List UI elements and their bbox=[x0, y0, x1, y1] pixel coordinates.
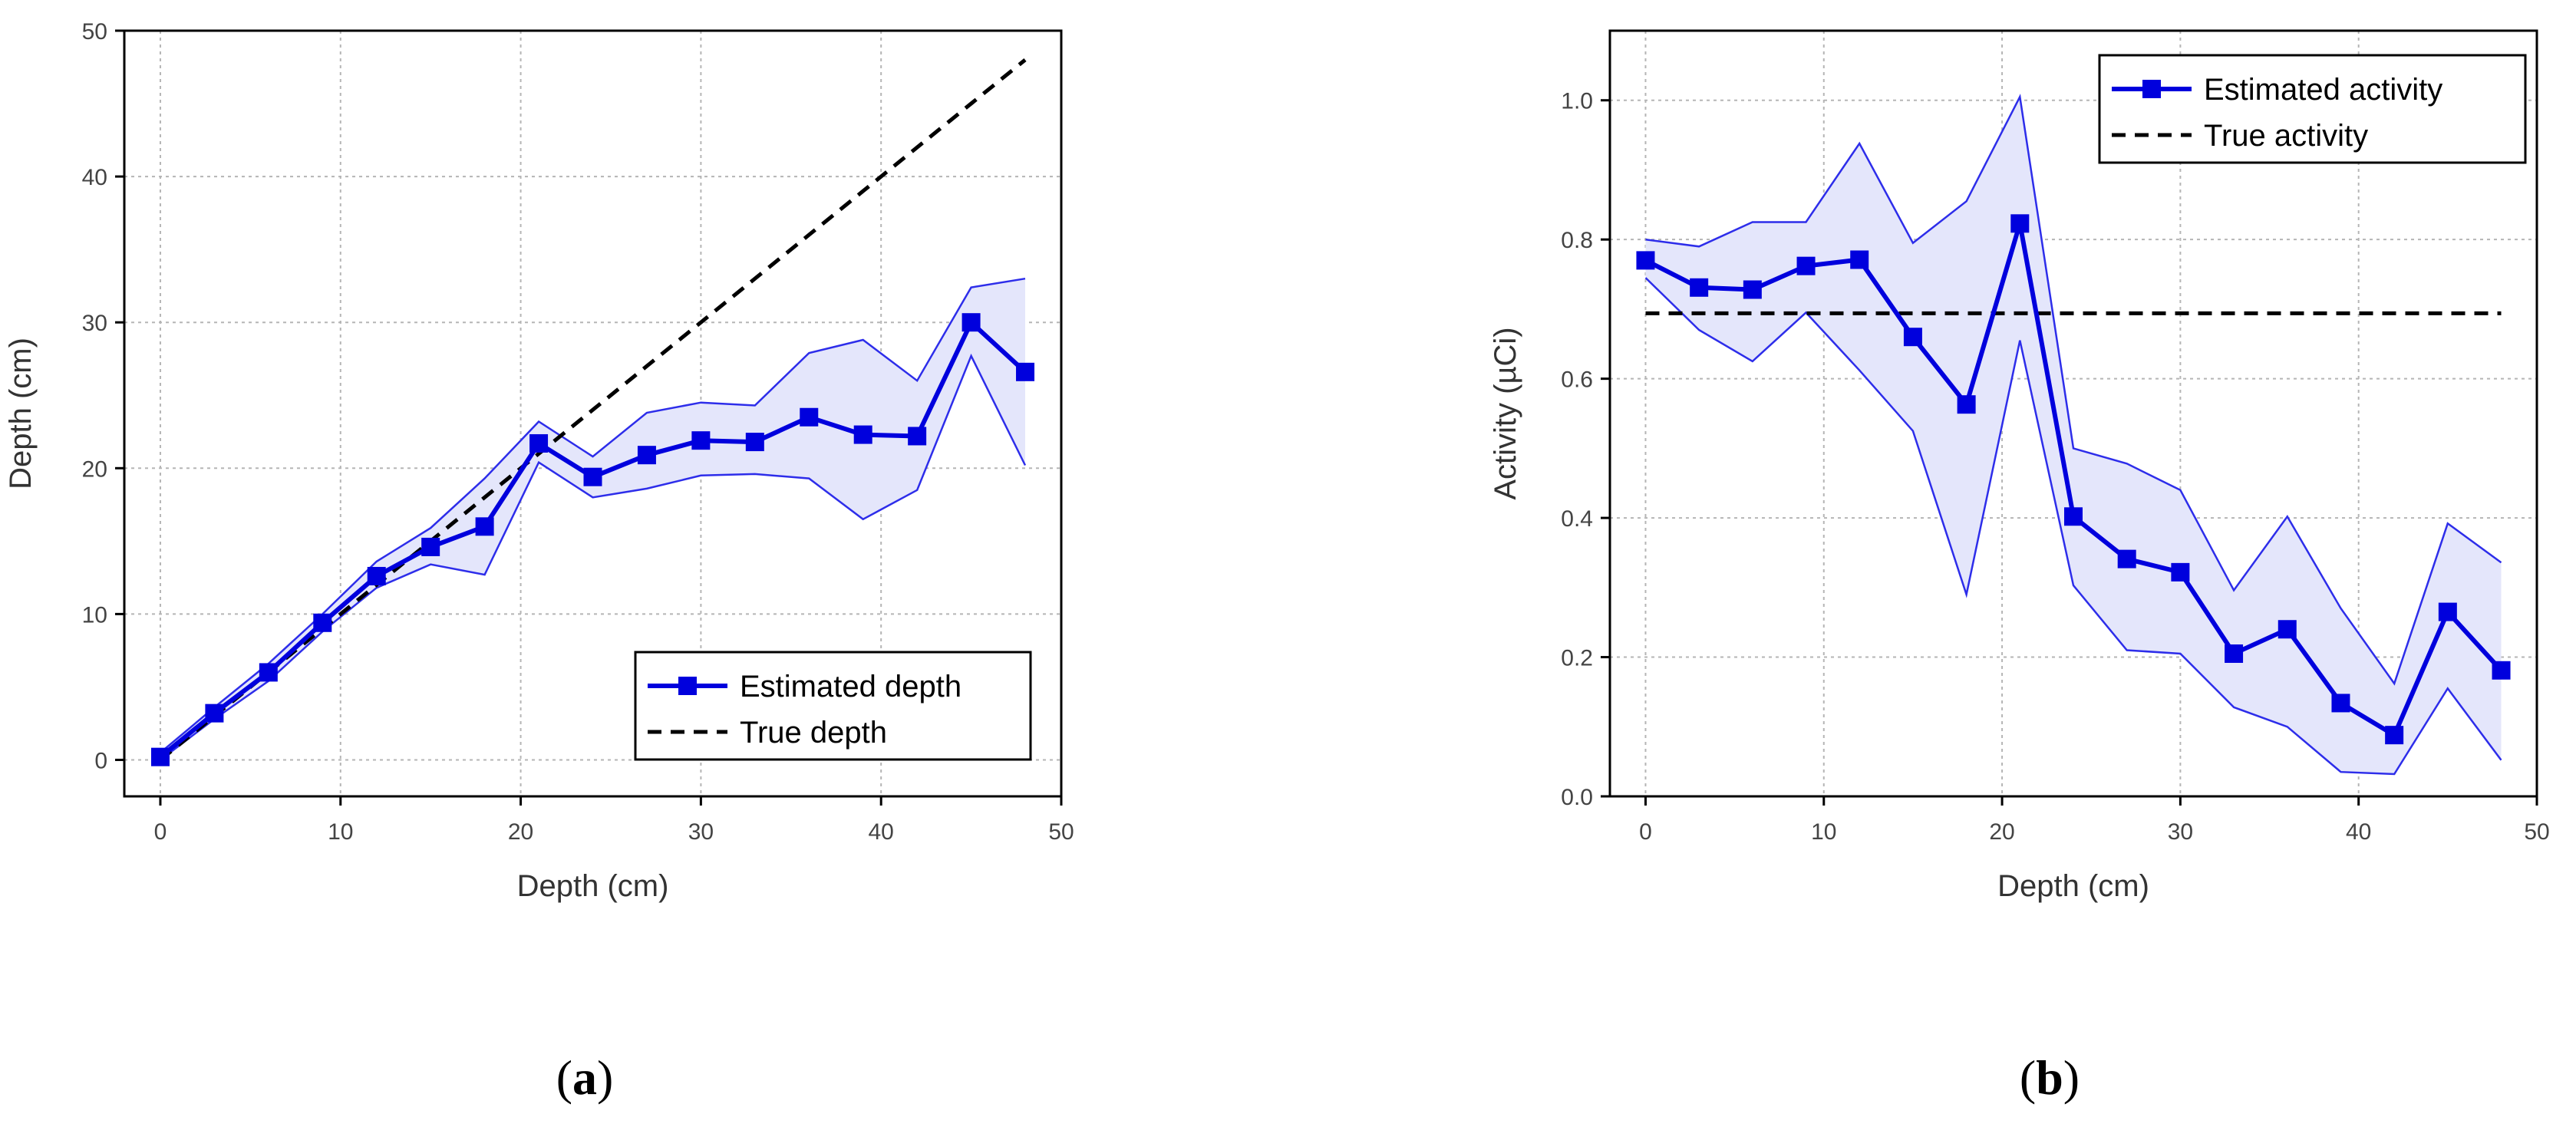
x-tick-label: 30 bbox=[688, 819, 714, 845]
panel-label-letter: b bbox=[2036, 1050, 2063, 1105]
uncertainty-band bbox=[1645, 97, 2502, 774]
estimated-point bbox=[1690, 278, 1709, 297]
estimated-point bbox=[2492, 661, 2511, 680]
y-tick-label: 40 bbox=[82, 165, 107, 190]
legend: Estimated depth True depth bbox=[634, 651, 1032, 761]
estimated-point bbox=[1796, 256, 1816, 275]
x-tick-label: 0 bbox=[154, 819, 167, 845]
y-axis-label: Activity (µCi) bbox=[1489, 327, 1522, 499]
plot-frame bbox=[123, 29, 1063, 798]
estimated-point bbox=[908, 427, 927, 446]
y-tick-label: 20 bbox=[82, 456, 107, 482]
y-tick-label: 0 bbox=[94, 748, 107, 773]
x-tick-label: 20 bbox=[508, 819, 533, 845]
y-tick-label: 0.8 bbox=[1561, 228, 1593, 253]
true-series-line bbox=[159, 58, 1027, 762]
estimated-point bbox=[259, 663, 278, 682]
y-tick-label: 50 bbox=[82, 19, 107, 44]
estimated-point bbox=[2117, 549, 2136, 568]
x-tick-label: 40 bbox=[869, 819, 894, 845]
x-axis-label: Depth (cm) bbox=[517, 869, 669, 903]
legend-estimated-marker bbox=[2142, 80, 2161, 98]
estimated-point bbox=[800, 407, 819, 427]
chart-b: 0 10 20 30 40 50 0.0 0.2 0.4 0.6 0.8 1.0 Depth (cm) A… bbox=[1489, 29, 2550, 1105]
legend: Estimated activity True activity bbox=[2098, 54, 2527, 164]
y-tick-label: 10 bbox=[82, 602, 107, 628]
x-tick-label: 50 bbox=[2524, 819, 2549, 845]
plot-frame bbox=[1608, 29, 2538, 798]
estimated-point bbox=[961, 313, 981, 332]
legend-box bbox=[2098, 54, 2527, 164]
y-axis-label: Depth (cm) bbox=[4, 338, 38, 489]
estimated-point bbox=[1016, 362, 1035, 381]
x-tick-label: 0 bbox=[1639, 819, 1652, 845]
panel-label-open: ( bbox=[2020, 1050, 2036, 1105]
estimated-point bbox=[205, 704, 224, 723]
x-tick-label: 10 bbox=[328, 819, 353, 845]
estimated-point bbox=[691, 431, 711, 450]
estimated-point bbox=[853, 425, 872, 444]
estimated-point bbox=[150, 747, 170, 766]
chart-a: 0 10 20 30 40 50 0 10 20 30 40 50 Depth (cm) Depth (c… bbox=[4, 19, 1074, 1105]
legend-true-label: True activity bbox=[2204, 119, 2368, 153]
x-tick-label: 20 bbox=[1989, 819, 2014, 845]
estimated-point bbox=[2171, 562, 2190, 582]
panel-label-letter: a bbox=[572, 1050, 597, 1105]
y-tick-label: 1.0 bbox=[1561, 89, 1593, 114]
estimated-point bbox=[421, 537, 440, 556]
estimated-point bbox=[2331, 694, 2350, 713]
estimated-point bbox=[1636, 251, 1655, 270]
band-upper-line bbox=[160, 277, 1026, 753]
estimated-point bbox=[367, 566, 386, 585]
y-tick-label: 0.2 bbox=[1561, 646, 1593, 671]
estimated-point bbox=[313, 613, 332, 632]
y-tick-label: 30 bbox=[82, 311, 107, 336]
legend-estimated-label: Estimated depth bbox=[740, 670, 961, 704]
estimated-point bbox=[529, 433, 549, 453]
estimated-point bbox=[1903, 328, 1922, 347]
estimated-point bbox=[583, 467, 602, 486]
y-tick-label: 0.6 bbox=[1561, 367, 1593, 393]
estimated-point bbox=[637, 446, 656, 465]
band-lower-line bbox=[1644, 277, 2502, 776]
x-tick-label: 50 bbox=[1048, 819, 1074, 845]
panel-label-close: ) bbox=[2063, 1050, 2080, 1105]
legend-true-label: True depth bbox=[740, 716, 887, 750]
y-tick-label: 0.0 bbox=[1561, 785, 1593, 810]
estimated-point bbox=[2438, 602, 2457, 621]
y-tick-label: 0.4 bbox=[1561, 506, 1593, 532]
estimated-point bbox=[745, 433, 764, 452]
estimated-point bbox=[2225, 644, 2244, 664]
estimated-point bbox=[2010, 214, 2030, 233]
panel-label: (a) bbox=[556, 1050, 614, 1105]
uncertainty-band bbox=[160, 278, 1025, 760]
band-upper-line bbox=[1645, 94, 2502, 686]
x-tick-label: 30 bbox=[2168, 819, 2193, 845]
legend-box bbox=[634, 651, 1032, 761]
estimated-point bbox=[475, 517, 494, 536]
panel-label-close: ) bbox=[597, 1050, 613, 1105]
x-tick-label: 40 bbox=[2346, 819, 2371, 845]
estimated-point bbox=[2385, 726, 2404, 745]
estimated-point bbox=[1957, 395, 1976, 414]
x-axis-label: Depth (cm) bbox=[1997, 869, 2149, 903]
legend-estimated-marker bbox=[678, 677, 697, 695]
estimated-point bbox=[1743, 280, 1762, 299]
panel-label: (b) bbox=[2020, 1050, 2080, 1105]
x-tick-label: 10 bbox=[1811, 819, 1836, 845]
legend-estimated-label: Estimated activity bbox=[2204, 73, 2442, 107]
panel-label-open: ( bbox=[556, 1050, 572, 1105]
band-lower-line bbox=[160, 353, 1027, 761]
estimated-point bbox=[1850, 250, 1869, 269]
estimated-point bbox=[2278, 620, 2297, 639]
estimated-point bbox=[2064, 507, 2083, 526]
